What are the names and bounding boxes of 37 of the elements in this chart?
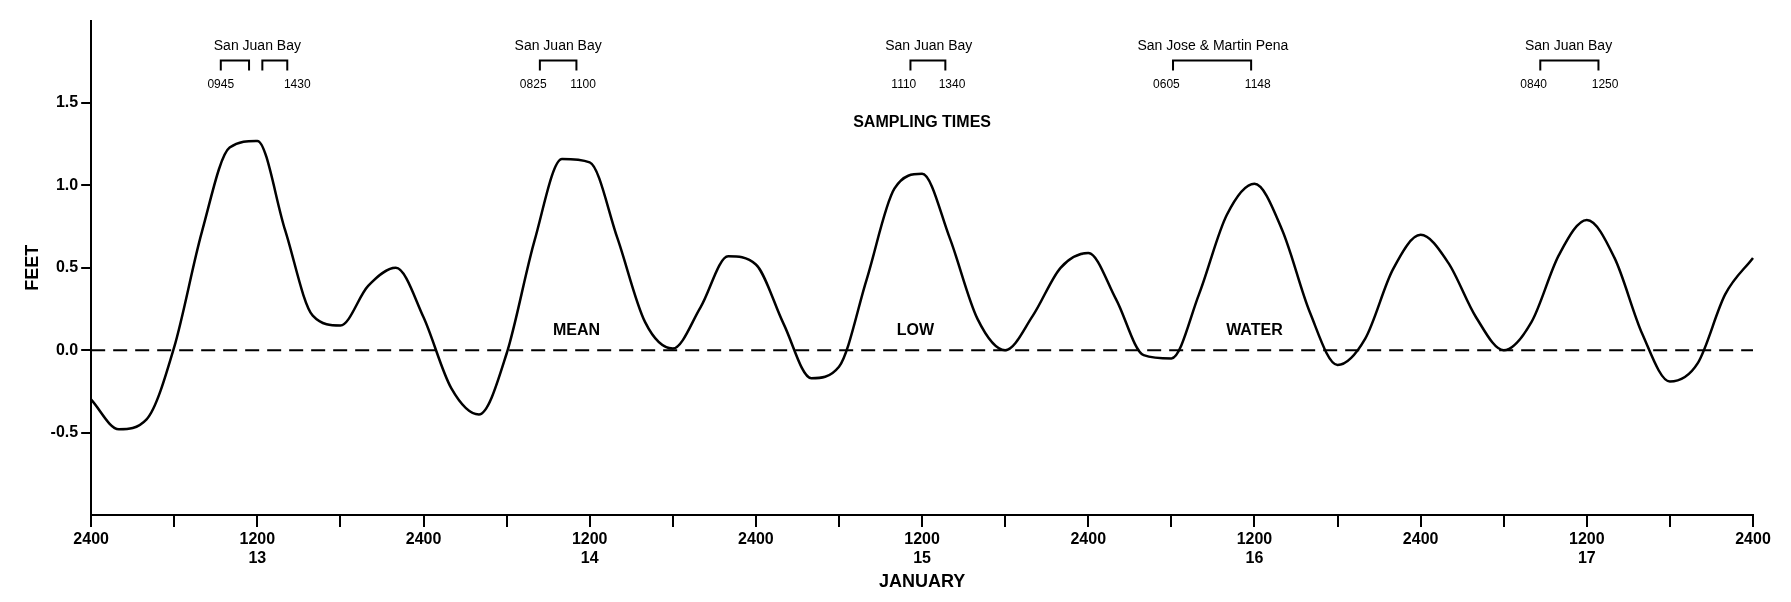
annotation: MEAN bbox=[552, 320, 600, 338]
x-tick-label: 2400 bbox=[405, 530, 442, 548]
annotation: SAMPLING TIMES bbox=[853, 113, 992, 131]
annotation: San Juan Bay bbox=[885, 37, 973, 54]
x-tick-label: 2400 bbox=[738, 530, 774, 548]
annotation: San Jose & Martin Pena bbox=[1137, 37, 1289, 54]
annotation: 1430 bbox=[283, 76, 311, 91]
x-tick-label: 1200 17 bbox=[1569, 530, 1605, 567]
annotation: LOW bbox=[896, 320, 935, 338]
y-tick-label: 0.5 bbox=[55, 258, 79, 276]
x-tick-label: 2400 bbox=[73, 530, 110, 548]
y-tick-label: -0.5 bbox=[50, 423, 79, 441]
annotation: 0945 bbox=[207, 76, 235, 91]
annotation: WATER bbox=[1226, 320, 1284, 338]
x-tick-label: 1200 15 bbox=[904, 530, 940, 567]
annotation: San Juan Bay bbox=[514, 37, 602, 54]
x-tick-label: 2400 bbox=[1070, 530, 1107, 548]
x-axis-title: JANUARY bbox=[878, 571, 966, 592]
annotation: 1340 bbox=[938, 76, 966, 91]
x-tick-label: 1200 13 bbox=[239, 530, 276, 567]
x-tick-label: 1200 16 bbox=[1236, 530, 1273, 567]
annotation: 0605 bbox=[1153, 76, 1181, 91]
annotation: 1110 bbox=[891, 76, 917, 91]
x-tick-label: 1200 14 bbox=[571, 530, 608, 567]
annotation: 0825 bbox=[519, 76, 547, 91]
x-tick-label: 2400 bbox=[1402, 530, 1439, 548]
annotation: 1100 bbox=[570, 76, 597, 91]
y-tick-label: 1.0 bbox=[55, 175, 79, 193]
annotation: San Juan Bay bbox=[1524, 37, 1613, 54]
x-tick-label: 2400 bbox=[1735, 530, 1771, 548]
annotation: 1250 bbox=[1591, 76, 1619, 91]
y-tick-label: 1.5 bbox=[55, 93, 79, 111]
annotation: 1148 bbox=[1244, 76, 1271, 91]
annotation: 0840 bbox=[1520, 76, 1548, 91]
annotation: San Juan Bay bbox=[213, 37, 301, 54]
y-axis-title: FEET bbox=[21, 244, 42, 291]
y-tick-label: 0.0 bbox=[55, 340, 79, 358]
